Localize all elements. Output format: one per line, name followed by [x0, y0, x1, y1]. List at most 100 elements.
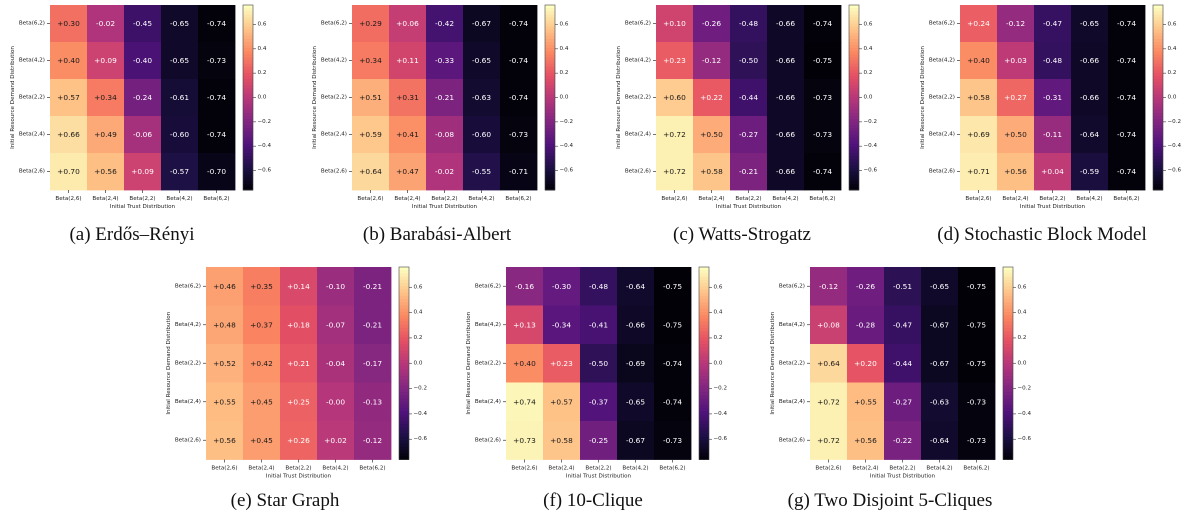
colorbar-segment: [1003, 267, 1013, 271]
cell-value-label: +0.40: [57, 56, 80, 65]
heatmap-cell: [958, 382, 996, 422]
cell-value-label: -0.64: [930, 436, 949, 445]
y-tick-label: Beta(2,4): [475, 399, 501, 405]
colorbar-segment: [243, 153, 253, 157]
colorbar-segment: [243, 125, 253, 129]
heatmap-cell: [506, 382, 544, 422]
colorbar-segment: [545, 75, 555, 80]
cell-value-label: -0.65: [930, 282, 949, 291]
colorbar-segment: [849, 100, 859, 105]
colorbar-segment: [849, 69, 859, 74]
cell-value-label: +0.72: [817, 397, 840, 406]
cell-value-label: -0.65: [626, 397, 645, 406]
colorbar-segment: [1153, 48, 1163, 52]
colorbar-segment: [699, 350, 709, 355]
colorbar-segment: [243, 131, 253, 135]
heatmap-cell: [617, 421, 655, 460]
x-tick-label: Beta(4,2): [1076, 196, 1102, 202]
colorbar-tick-label: 0.0: [1168, 95, 1177, 101]
colorbar-segment: [699, 376, 709, 380]
colorbar-segment: [243, 134, 253, 139]
cell-value-label: -0.33: [435, 56, 454, 65]
heatmap-cell: [206, 305, 244, 345]
colorbar-segment: [243, 149, 253, 154]
colorbar-segment: [399, 334, 409, 339]
colorbar-segment: [1003, 417, 1013, 422]
colorbar-segment: [1153, 106, 1163, 111]
colorbar-segment: [399, 414, 409, 419]
colorbar-segment: [399, 292, 409, 297]
colorbar-segment: [1153, 66, 1163, 71]
colorbar-segment: [699, 295, 709, 300]
colorbar-segment: [849, 146, 859, 151]
cell-value-label: +0.55: [213, 397, 236, 406]
colorbar-segment: [1153, 94, 1163, 98]
heatmap-cell: [810, 421, 848, 460]
cell-value-label: +0.48: [213, 320, 236, 329]
colorbar-segment: [399, 276, 409, 281]
cell-value-label: -0.55: [472, 167, 491, 176]
colorbar-segment: [1153, 134, 1163, 139]
heatmap-panel: -0.12 -0.26 -0.51 -0.65 -0.75 +0.08 -0.28 -0.47…: [760, 262, 1043, 496]
colorbar-segment: [699, 289, 709, 294]
y-tick-label: Beta(2,4): [19, 132, 45, 138]
heatmap-cell: [580, 344, 618, 383]
colorbar-segment: [849, 122, 859, 126]
heatmap-cell: [997, 79, 1035, 117]
colorbar-segment: [545, 137, 555, 142]
heatmap-cell: [847, 421, 885, 460]
x-tick-label: Beta(6,2): [809, 196, 835, 202]
cell-value-label: -0.11: [1043, 130, 1062, 139]
colorbar-segment: [545, 119, 555, 123]
colorbar-tick-label: −0.6: [714, 436, 728, 442]
colorbar-segment: [849, 8, 859, 12]
colorbar-segment: [1003, 443, 1013, 448]
colorbar-segment: [545, 97, 555, 102]
colorbar-segment: [545, 11, 555, 15]
colorbar-segment: [1003, 369, 1013, 374]
y-axis-label: Initial Resource Demand Distribution: [466, 311, 472, 414]
colorbar-segment: [699, 308, 709, 313]
cell-value-label: +0.64: [359, 167, 382, 176]
colorbar-segment: [399, 388, 409, 393]
x-tick-label: Beta(4,2): [166, 196, 192, 202]
colorbar-segment: [1153, 38, 1163, 43]
cell-value-label: -0.75: [967, 320, 986, 329]
cell-value-label: +0.45: [250, 436, 273, 445]
colorbar-segment: [243, 5, 253, 9]
colorbar-segment: [849, 51, 859, 55]
colorbar-segment: [545, 168, 555, 172]
colorbar-segment: [399, 366, 409, 371]
colorbar-segment: [1003, 283, 1013, 287]
cell-value-label: +0.45: [250, 397, 273, 406]
y-tick-label: Beta(6,2): [19, 21, 45, 27]
colorbar-segment: [1153, 137, 1163, 142]
colorbar-segment: [399, 449, 409, 454]
colorbar-segment: [545, 146, 555, 151]
cell-value-label: -0.74: [509, 56, 528, 65]
colorbar-segment: [399, 417, 409, 422]
cell-value-label: -0.74: [207, 93, 226, 102]
cell-value-label: +0.57: [550, 397, 573, 406]
x-tick-label: Beta(2,6): [815, 466, 841, 472]
colorbar-segment: [849, 137, 859, 142]
heatmap-cell: [243, 344, 281, 383]
heatmap-cell: [198, 42, 236, 80]
colorbar-segment: [849, 103, 859, 108]
heatmap-panel: +0.10 -0.26 -0.48 -0.66 -0.74 +0.23 -0.12 -0.50…: [606, 0, 889, 226]
colorbar-segment: [399, 340, 409, 345]
cell-value-label: +0.56: [213, 436, 236, 445]
colorbar-segment: [1003, 366, 1013, 371]
cell-value-label: -0.66: [1080, 93, 1099, 102]
heatmap-cell: [656, 79, 694, 117]
heatmap-svg: +0.29 +0.06 -0.42 -0.67 -0.74 +0.34 +0.11 -0.33…: [312, 4, 574, 210]
heatmap-cell: [617, 305, 655, 345]
colorbar-segment: [699, 424, 709, 428]
colorbar-segment: [243, 137, 253, 142]
cell-value-label: -0.02: [96, 19, 115, 28]
colorbar-segment: [1003, 395, 1013, 400]
heatmap-cell: [847, 267, 885, 306]
colorbar-segment: [1003, 440, 1013, 444]
colorbar-segment: [399, 411, 409, 416]
cell-value-label: -0.27: [739, 130, 758, 139]
